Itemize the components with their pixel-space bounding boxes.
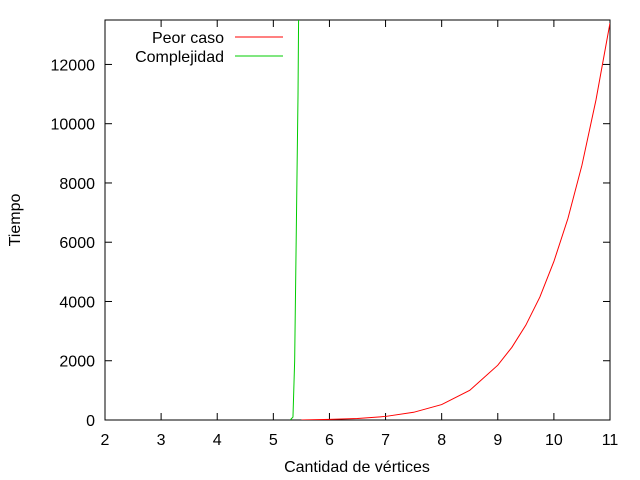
legend-label-1: Peor caso	[152, 30, 224, 47]
series-line-1	[301, 22, 610, 420]
y-tick-label: 12000	[51, 57, 96, 74]
legend-label-2: Complejidad	[135, 49, 224, 66]
x-axis: 2 3 4 5 6 7 8 9 10 11	[101, 20, 619, 449]
x-tick-label: 9	[493, 432, 502, 449]
y-tick-label: 6000	[59, 235, 95, 252]
legend: Peor caso Complejidad	[135, 30, 283, 66]
y-tick-label: 10000	[51, 117, 96, 134]
x-tick-label: 3	[157, 432, 166, 449]
x-tick-label: 5	[269, 432, 278, 449]
y-tick-label: 8000	[59, 176, 95, 193]
x-tick-label: 6	[325, 432, 334, 449]
plot-area-border	[104, 19, 611, 421]
y-axis: 0 2000 4000 6000 8000 10000 12000	[51, 57, 610, 430]
x-tick-label: 4	[213, 432, 222, 449]
series-lines	[289, 20, 610, 420]
x-tick-label: 2	[101, 432, 110, 449]
y-tick-label: 4000	[59, 294, 95, 311]
y-tick-label: 2000	[59, 354, 95, 371]
y-tick-label: 0	[86, 413, 95, 430]
x-tick-label: 7	[381, 432, 390, 449]
y-axis-label: Tiempo	[7, 194, 24, 247]
x-axis-label: Cantidad de vértices	[284, 459, 430, 476]
x-tick-label: 8	[437, 432, 446, 449]
series-line-2	[289, 20, 300, 420]
x-tick-label: 10	[545, 432, 563, 449]
x-tick-label: 11	[602, 432, 619, 449]
